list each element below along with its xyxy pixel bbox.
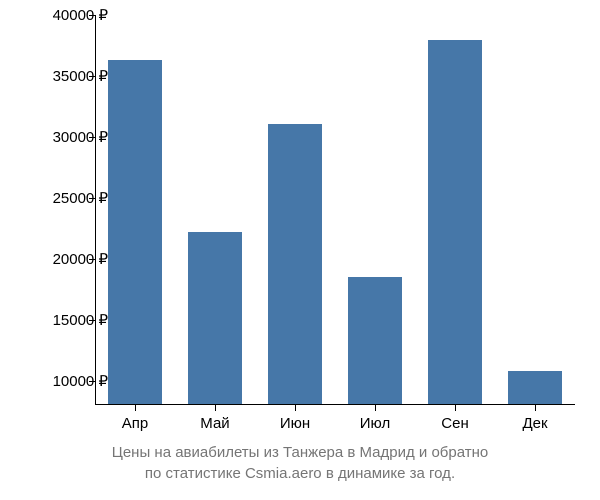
- xtick-label: Дек: [522, 415, 547, 432]
- x-axis-line: [95, 404, 575, 405]
- xtick: [135, 405, 136, 411]
- bar: [348, 277, 402, 404]
- xtick-label: Апр: [122, 415, 148, 432]
- ytick-label: 25000 ₽: [53, 189, 108, 207]
- bar: [428, 40, 482, 404]
- bar: [188, 232, 242, 404]
- ytick-label: 20000 ₽: [53, 250, 108, 268]
- xtick-label: Май: [200, 415, 229, 432]
- xtick-label: Июл: [360, 415, 390, 432]
- xtick: [455, 405, 456, 411]
- xtick: [535, 405, 536, 411]
- xtick-label: Июн: [280, 415, 310, 432]
- caption-line-2: по статистике Csmia.aero в динамике за г…: [145, 465, 455, 482]
- xtick: [295, 405, 296, 411]
- ytick-label: 10000 ₽: [53, 372, 108, 390]
- caption-line-1: Цены на авиабилеты из Танжера в Мадрид и…: [112, 444, 489, 461]
- price-chart: [95, 15, 575, 405]
- ytick-label: 40000 ₽: [53, 6, 108, 24]
- xtick-label: Сен: [441, 415, 468, 432]
- bar: [508, 371, 562, 404]
- ytick-label: 30000 ₽: [53, 128, 108, 146]
- bar: [268, 124, 322, 404]
- xtick: [215, 405, 216, 411]
- bar: [108, 60, 162, 404]
- chart-caption: Цены на авиабилеты из Танжера в Мадрид и…: [0, 442, 600, 484]
- ytick-label: 35000 ₽: [53, 67, 108, 85]
- xtick: [375, 405, 376, 411]
- plot-area: [95, 15, 575, 405]
- ytick-label: 15000 ₽: [53, 311, 108, 329]
